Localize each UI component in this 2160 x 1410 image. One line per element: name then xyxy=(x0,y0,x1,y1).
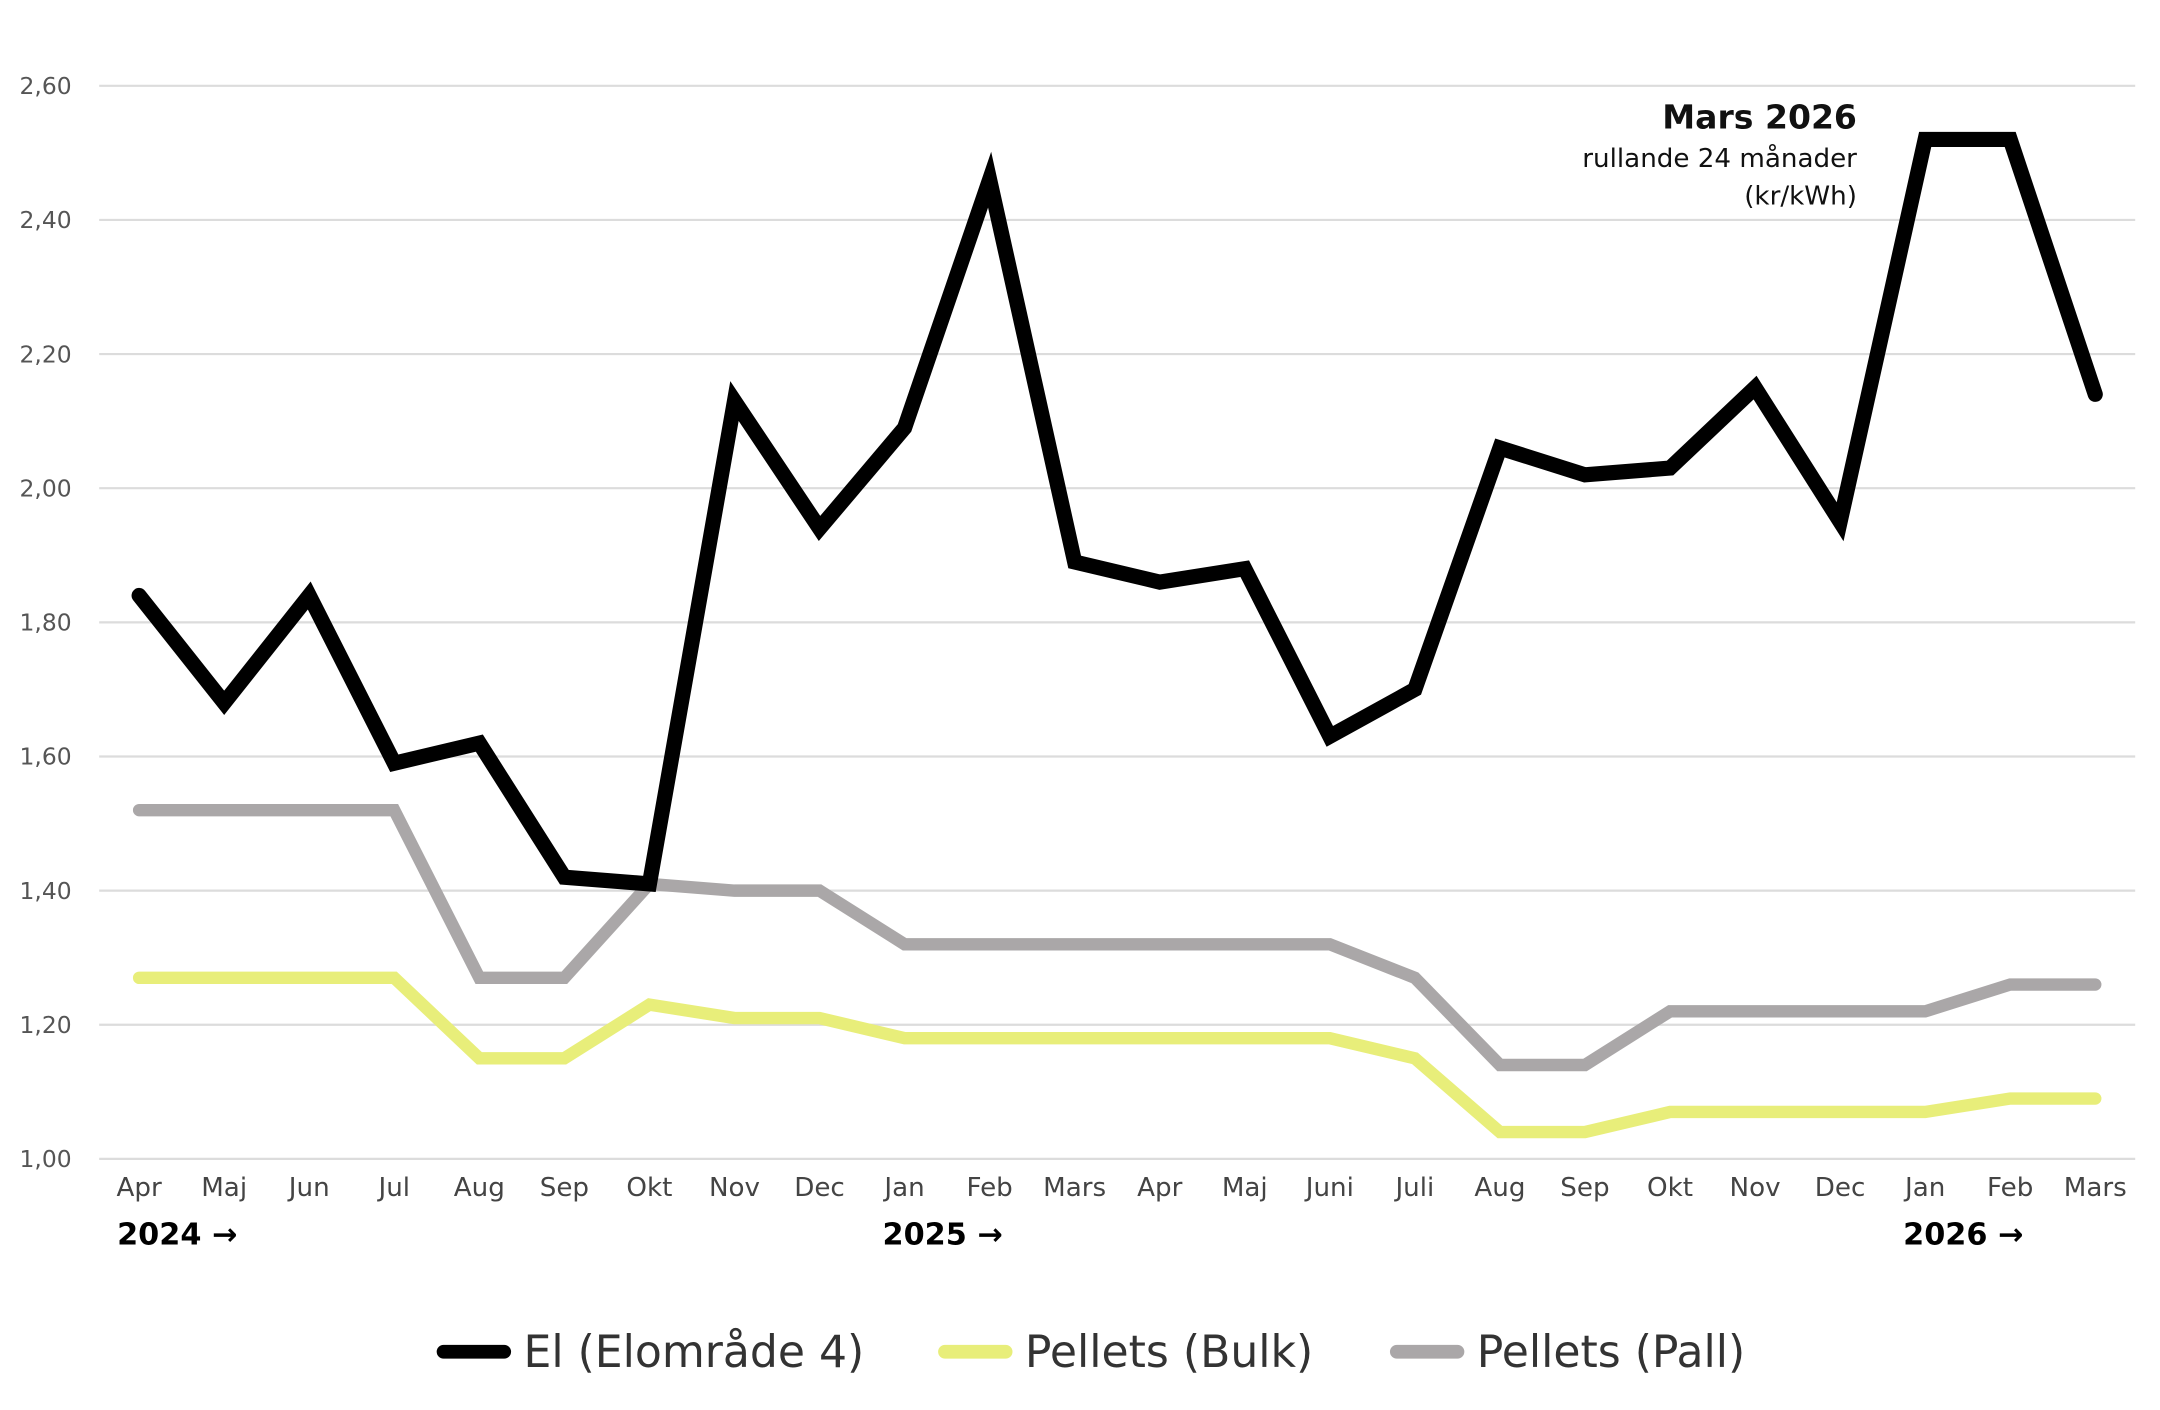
x-tick-label: Nov xyxy=(1730,1173,1781,1203)
series-lines xyxy=(131,131,2103,1139)
annotation: Mars 2026 rullande 24 månader (kr/kWh) xyxy=(1582,97,1857,211)
legend-label: Pellets (Bulk) xyxy=(1025,1327,1313,1378)
y-tick-label: 2,40 xyxy=(20,206,72,234)
y-tick-label: 1,80 xyxy=(20,609,72,637)
x-tick-label: Feb xyxy=(966,1173,1012,1203)
x-tick-label: Aug xyxy=(1474,1173,1525,1203)
year-label: 2024 → xyxy=(117,1217,237,1252)
x-tick-label: Jul xyxy=(376,1173,410,1203)
x-tick-label: Okt xyxy=(1647,1173,1693,1203)
series-line-1 xyxy=(132,971,2102,1139)
x-tick-label: Maj xyxy=(1222,1173,1268,1203)
annotation-line1: rullande 24 månader xyxy=(1582,143,1857,174)
y-tick-label: 2,60 xyxy=(20,72,72,100)
x-tick-label: Aug xyxy=(454,1173,505,1203)
legend-label: El (Elområde 4) xyxy=(523,1327,864,1378)
x-tick-label: Sep xyxy=(1560,1173,1609,1203)
x-tick-label: Jun xyxy=(287,1173,330,1203)
y-tick-label: 2,20 xyxy=(20,340,72,368)
annotation-title: Mars 2026 xyxy=(1662,97,1857,136)
x-tick-label: Mars xyxy=(2064,1173,2127,1203)
x-tick-label: Mars xyxy=(1043,1173,1106,1203)
x-tick-label: Juni xyxy=(1304,1173,1354,1203)
y-tick-label: 1,40 xyxy=(20,877,72,905)
y-tick-label: 1,60 xyxy=(20,743,72,771)
year-label: 2026 → xyxy=(1903,1217,2023,1252)
y-tick-label: 2,00 xyxy=(20,474,72,502)
legend-label: Pellets (Pall) xyxy=(1477,1327,1746,1378)
x-tick-label: Apr xyxy=(117,1173,162,1203)
x-tick-label: Maj xyxy=(201,1173,247,1203)
y-tick-label: 1,20 xyxy=(20,1011,72,1039)
series-line-0 xyxy=(131,131,2103,893)
x-tick-label: Juli xyxy=(1393,1173,1434,1203)
x-tick-label: Jan xyxy=(1903,1173,1945,1203)
x-tick-label: Dec xyxy=(794,1173,845,1203)
y-axis-ticks: 1,00 1,20 1,40 1,60 1,80 2,00 2,20 2,40 2,60 xyxy=(20,72,72,1173)
x-axis-ticks: Apr Maj Jun Jul Aug Sep Okt Nov Dec Jan Feb Mars Apr… xyxy=(117,1173,2127,1203)
x-tick-label: Feb xyxy=(1987,1173,2033,1203)
year-label: 2025 → xyxy=(883,1217,1003,1252)
x-tick-label: Sep xyxy=(540,1173,589,1203)
gridlines xyxy=(99,84,2136,1161)
y-tick-label: 1,00 xyxy=(20,1145,72,1173)
x-tick-label: Apr xyxy=(1137,1173,1182,1203)
series-line-2 xyxy=(132,803,2102,1072)
x-tick-label: Dec xyxy=(1815,1173,1866,1203)
x-tick-label: Okt xyxy=(626,1173,672,1203)
year-markers: 2024 → 2025 → 2026 → xyxy=(117,1217,2023,1252)
legend: El (Elområde 4) Pellets (Bulk) Pellets (Pa… xyxy=(436,1327,1746,1378)
x-tick-label: Jan xyxy=(882,1173,924,1203)
x-tick-label: Nov xyxy=(709,1173,760,1203)
annotation-line2: (kr/kWh) xyxy=(1744,181,1857,211)
